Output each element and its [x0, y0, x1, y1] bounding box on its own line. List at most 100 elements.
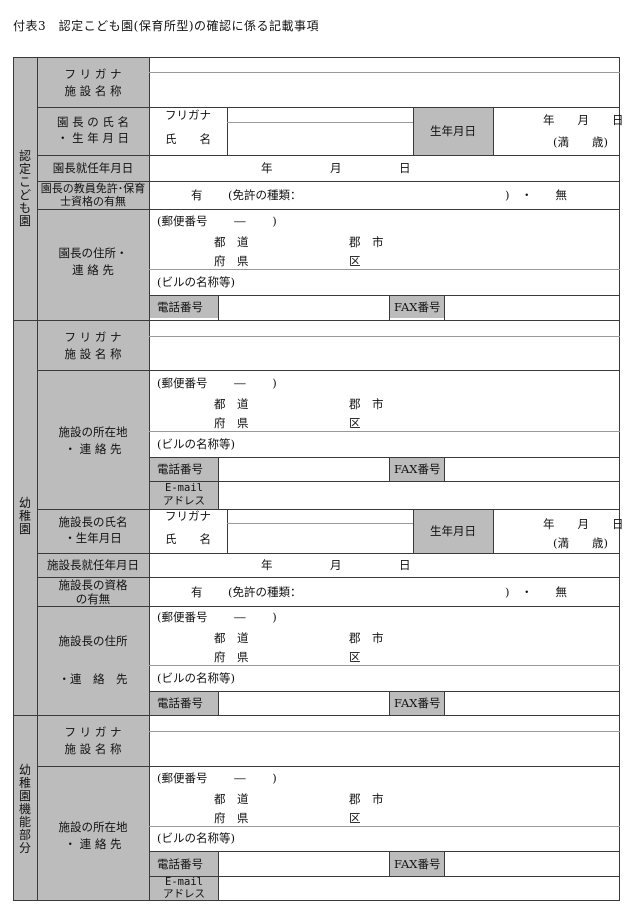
- label-director-license: 園長の教員免許･保育士資格の有無: [40, 182, 146, 208]
- birthdate-label-bg: [413, 107, 493, 155]
- label-head-birthdate: ・生年月日: [64, 531, 122, 545]
- prefecture-fu-ken: 府 県: [214, 254, 249, 268]
- row-line: [37, 577, 620, 578]
- furigana-line: [149, 72, 620, 73]
- label-phone: 電話番号: [157, 696, 203, 710]
- row-line: [149, 851, 620, 852]
- fax-label-bg: [389, 457, 444, 481]
- label-head-qualification: 施設長の資格: [58, 578, 128, 592]
- label-fax: FAX番号: [394, 462, 441, 476]
- address-line: [149, 665, 620, 666]
- city-gun-shi: 郡 市: [349, 631, 384, 645]
- label-contact: ・ 連 絡 先: [64, 837, 122, 851]
- col-line: [413, 509, 414, 553]
- label-facility-location: 施設の所在地: [58, 425, 128, 439]
- ward-ku: 区: [349, 650, 361, 664]
- email-label-bg: [150, 481, 218, 509]
- fax-label-bg: [389, 295, 444, 318]
- label-director-name: 園 長 の 氏 名: [56, 115, 130, 129]
- address-line: [149, 826, 620, 827]
- appointed-date-placeholder: 年 月 日: [261, 558, 411, 572]
- row-line: [37, 370, 620, 371]
- col-line: [444, 295, 445, 320]
- label-director-birthdate: ・ 生 年 月 日: [56, 131, 130, 145]
- col-line: [444, 691, 445, 715]
- section-label-nintei-kodomoen: 認定こども園: [18, 149, 31, 228]
- col-line: [227, 509, 228, 553]
- label-head-qualification-2: の有無: [75, 592, 111, 606]
- section-label-youchien-kinou: 幼稚園機能部分: [18, 763, 31, 855]
- prefecture-to-dou: 都 道: [214, 235, 249, 249]
- label-director-address: 園長の住所・: [58, 246, 128, 260]
- license-type: (免許の種類：: [228, 188, 302, 202]
- col-line: [218, 457, 219, 509]
- label-fax: FAX番号: [394, 300, 441, 314]
- furigana-line: [227, 122, 413, 123]
- col-line: [493, 107, 494, 155]
- label-address: アドレス: [163, 888, 205, 900]
- building-name: (ビルの名称等): [157, 437, 235, 451]
- postal-code: (郵便番号 ― ): [157, 376, 277, 390]
- license-no: ) ・ 無: [505, 188, 567, 202]
- row-line: [37, 155, 620, 156]
- label-facility-name: 施 設 名 称: [64, 84, 122, 98]
- row-line: [37, 181, 620, 182]
- section-column-bg: [13, 57, 37, 900]
- address-line: [149, 431, 620, 432]
- label-divider: [149, 57, 150, 901]
- license-no: ) ・ 無: [505, 585, 567, 599]
- label-email: E-mail: [165, 876, 203, 888]
- row-line: [149, 295, 620, 296]
- label-email: E-mail: [165, 482, 203, 494]
- furigana-line: [149, 336, 620, 337]
- border-bottom: [13, 900, 620, 901]
- phone-label-bg: [150, 851, 218, 876]
- col-line: [389, 851, 390, 876]
- col-line: [493, 509, 494, 553]
- row-line: [37, 606, 620, 607]
- col-line: [389, 691, 390, 715]
- label-contact: ・連 絡 先: [58, 672, 128, 686]
- prefecture-fu-ken: 府 県: [214, 811, 249, 825]
- section-separator: [13, 715, 620, 716]
- label-fax: FAX番号: [394, 696, 441, 710]
- row-line: [149, 691, 620, 692]
- section-label-youchien: 幼稚園: [18, 496, 31, 536]
- date-placeholder: 年 月 日: [543, 113, 624, 127]
- row-line: [37, 209, 620, 210]
- ward-ku: 区: [349, 811, 361, 825]
- section-separator: [13, 320, 620, 321]
- col-line: [389, 457, 390, 481]
- label-address: アドレス: [163, 495, 205, 507]
- col-line: [444, 851, 445, 876]
- city-gun-shi: 郡 市: [349, 792, 384, 806]
- label-facility-location: 施設の所在地: [58, 820, 128, 834]
- license-yes: 有: [191, 585, 203, 599]
- prefecture-to-dou: 都 道: [214, 792, 249, 806]
- age-placeholder: (満 歳): [553, 536, 608, 550]
- row-line: [149, 457, 620, 458]
- prefecture-fu-ken: 府 県: [214, 650, 249, 664]
- label-furigana-small: フリガナ: [165, 108, 211, 122]
- col-line: [444, 457, 445, 481]
- row-line: [149, 481, 620, 482]
- label-head-address: 施設長の住所: [58, 634, 128, 648]
- label-head-appointed: 施設長就任年月日: [47, 558, 139, 572]
- postal-code: (郵便番号 ― ): [157, 771, 277, 785]
- label-facility-name: 施 設 名 称: [64, 347, 122, 361]
- fax-label-bg: [389, 691, 444, 715]
- phone-label-bg: [150, 457, 218, 481]
- label-furigana: フ リ ガ ナ: [64, 725, 122, 739]
- border-top: [13, 57, 620, 58]
- label-furigana: フ リ ガ ナ: [64, 67, 122, 81]
- building-name: (ビルの名称等): [157, 671, 235, 685]
- label-phone: 電話番号: [157, 857, 203, 871]
- label-contact: 連 絡 先: [72, 263, 114, 277]
- label-director-appointed: 園長就任年月日: [52, 161, 134, 175]
- row-line: [149, 876, 620, 877]
- col-line: [389, 295, 390, 320]
- label-phone: 電話番号: [157, 462, 203, 476]
- row-line: [37, 766, 620, 767]
- address-line: [149, 269, 620, 270]
- label-birthdate: 生年月日: [430, 524, 476, 538]
